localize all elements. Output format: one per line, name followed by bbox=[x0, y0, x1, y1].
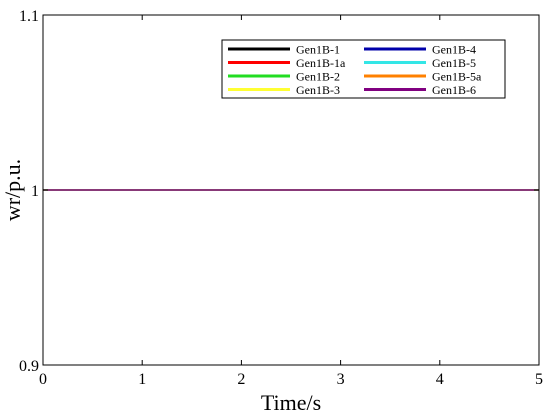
legend-label-2: Gen1B-1a bbox=[296, 56, 346, 70]
legend: Gen1B-1Gen1B-1aGen1B-2Gen1B-3Gen1B-4Gen1… bbox=[221, 39, 506, 99]
legend-label-5: Gen1B-4 bbox=[432, 43, 476, 57]
plot-frame bbox=[42, 14, 540, 366]
y-tick-label: 1.1 bbox=[19, 8, 39, 25]
legend-label-8: Gen1B-6 bbox=[432, 83, 476, 97]
legend-label-3: Gen1B-2 bbox=[296, 70, 340, 84]
x-tick-label: 4 bbox=[436, 371, 444, 388]
x-tick-label: 2 bbox=[237, 371, 245, 388]
x-axis-label: Time/s bbox=[261, 390, 321, 415]
x-tick-label: 1 bbox=[138, 371, 146, 388]
legend-label-4: Gen1B-3 bbox=[296, 83, 340, 97]
x-tick-label: 5 bbox=[535, 371, 543, 388]
x-tick-label: 0 bbox=[39, 371, 47, 388]
legend-label-6: Gen1B-5 bbox=[432, 56, 476, 70]
y-axis-label: wr/p.u. bbox=[0, 159, 25, 221]
y-tick-label: 1 bbox=[31, 183, 39, 200]
legend-label-1: Gen1B-1 bbox=[296, 43, 340, 57]
x-tick-label: 3 bbox=[337, 371, 345, 388]
y-tick-label: 0.9 bbox=[19, 358, 39, 375]
legend-label-7: Gen1B-5a bbox=[432, 70, 482, 84]
